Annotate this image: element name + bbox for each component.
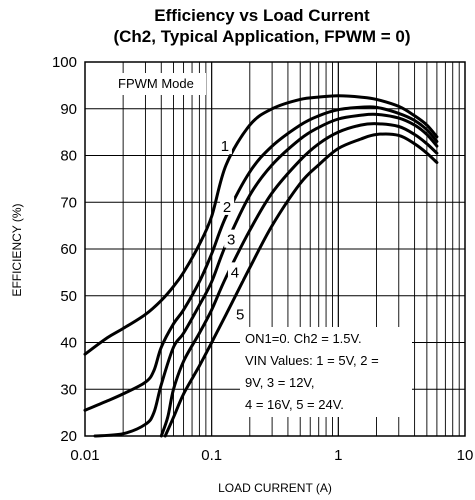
series-label-bg-5 [233,304,248,323]
tick-labels: 0.01 0.1 1 10 20 30 40 50 60 70 80 90 100 [52,54,473,464]
x-tick-label: 0.1 [201,447,222,464]
note-line-4: 4 = 16V, 5 = 24V. [245,397,344,412]
mode-label: FPWM Mode [118,76,194,91]
x-tick-label: 1 [334,447,342,464]
y-tick-label: 50 [60,288,77,305]
series-line-2 [83,105,439,412]
y-tick-label: 70 [60,194,77,211]
series-label-bg-3 [224,229,239,248]
series-line-5 [163,132,439,438]
y-tick-label: 20 [60,428,77,445]
y-tick-label: 40 [60,335,77,352]
mode-label-background [112,73,206,95]
series-label-bg-4 [227,262,242,281]
y-axis-label: EFFICIENCY (%) [10,203,24,296]
series-label-2: 2 [223,199,231,216]
series-line-3 [93,112,439,438]
y-tick-label: 30 [60,381,77,398]
series-line-4 [159,122,439,438]
y-tick-label: 80 [60,148,77,165]
series-label-3: 3 [227,232,235,249]
x-axis-label: LOAD CURRENT (A) [218,481,332,495]
x-tick-label: 10 [457,447,474,464]
chart-title-line2: (Ch2, Typical Application, FPWM = 0) [113,27,410,46]
series-label-bg-2 [220,196,235,215]
chart-title-line1: Efficiency vs Load Current [154,6,370,25]
y-tick-label: 100 [52,54,77,71]
series-label-5: 5 [236,306,244,323]
series-label-bg-1 [217,136,232,155]
plot-frame [84,61,466,437]
note-line-3: 9V, 3 = 12V, [245,375,315,390]
series-label-4: 4 [231,264,239,281]
y-tick-label: 90 [60,101,77,118]
note-line-2: VIN Values: 1 = 5V, 2 = [245,353,379,368]
y-tick-label: 60 [60,241,77,258]
series-label-1: 1 [221,138,229,155]
note-background [240,327,412,417]
note-text: ON1=0. Ch2 = 1.5V. VIN Values: 1 = 5V, 2… [245,331,379,412]
series-line-1 [83,94,439,356]
note-line-1: ON1=0. Ch2 = 1.5V. [245,331,362,346]
series-group: 1 2 3 4 5 [83,94,439,438]
x-tick-label: 0.01 [70,447,99,464]
